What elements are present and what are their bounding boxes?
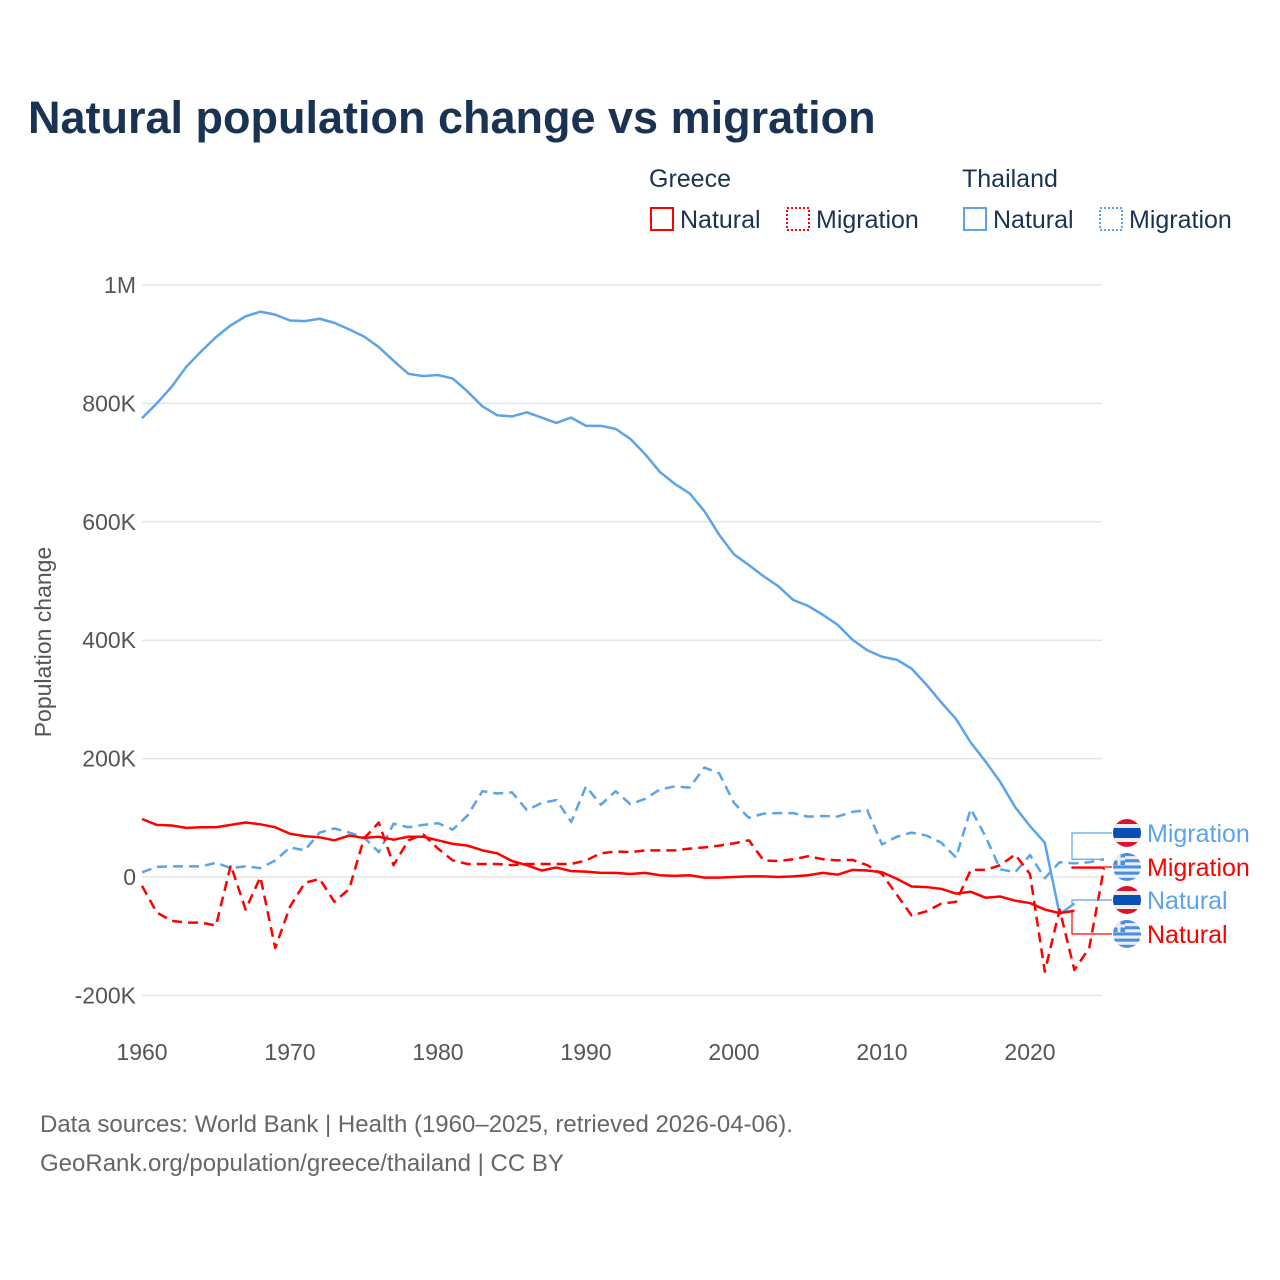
series-line-greece-migration — [140, 821, 1106, 973]
legend-swatch-thailand-natural — [963, 207, 987, 231]
legend-label-thailand-migration[interactable]: Migration — [1129, 206, 1232, 234]
x-tick-label: 2020 — [1004, 1039, 1055, 1065]
label-connector — [1071, 899, 1112, 905]
y-tick-label: 1M — [104, 272, 136, 298]
x-tick-label: 1960 — [116, 1039, 167, 1065]
chart-title: Natural population change vs migration — [28, 92, 876, 143]
legend-label-thailand-natural[interactable]: Natural — [993, 206, 1074, 234]
label-connector — [1071, 910, 1112, 935]
thailand-flag-icon — [1113, 886, 1141, 914]
greece-flag-icon — [1113, 853, 1141, 881]
x-tick-label: 1990 — [560, 1039, 611, 1065]
label-connector — [1071, 866, 1112, 869]
x-tick-label: 1970 — [264, 1039, 315, 1065]
x-tick-label: 2010 — [856, 1039, 907, 1065]
series-line-thailand-migration — [141, 766, 1105, 880]
legend-label-greece-natural[interactable]: Natural — [680, 206, 761, 234]
legend-swatch-thailand-migration — [1099, 207, 1123, 231]
footer-link[interactable]: GeoRank.org/population/greece/thailand |… — [40, 1150, 564, 1177]
thailand-flag-icon — [1113, 819, 1141, 847]
series-line-greece-natural — [141, 817, 1075, 915]
end-label-greece-migration: Migration — [1147, 854, 1250, 882]
end-label-thailand-natural: Natural — [1147, 887, 1228, 915]
legend-swatch-greece-migration — [786, 207, 810, 231]
end-label-greece-natural: Natural — [1147, 921, 1228, 949]
y-tick-label: -200K — [75, 982, 137, 1008]
x-tick-label: 1980 — [412, 1039, 463, 1065]
legend: Greece Thailand Natural Migration Natura… — [649, 165, 1232, 234]
legend-group-thailand: Thailand — [962, 165, 1058, 193]
label-connector — [1071, 832, 1112, 860]
legend-swatch-greece-natural — [650, 207, 674, 231]
legend-label-greece-migration[interactable]: Migration — [816, 206, 919, 234]
y-tick-label: 0 — [123, 864, 136, 890]
greece-flag-icon — [1113, 920, 1141, 948]
y-tick-label: 400K — [82, 627, 136, 653]
y-tick-label: 200K — [82, 746, 136, 772]
series-line-thailand-natural — [141, 310, 1076, 916]
footer-source: Data sources: World Bank | Health (1960–… — [40, 1111, 793, 1138]
x-tick-label: 2000 — [708, 1039, 759, 1065]
y-tick-label: 600K — [82, 509, 136, 535]
y-tick-label: 800K — [82, 390, 136, 416]
y-axis-label: Population change — [30, 547, 56, 738]
legend-group-greece: Greece — [649, 165, 731, 193]
end-label-thailand-migration: Migration — [1147, 820, 1250, 848]
